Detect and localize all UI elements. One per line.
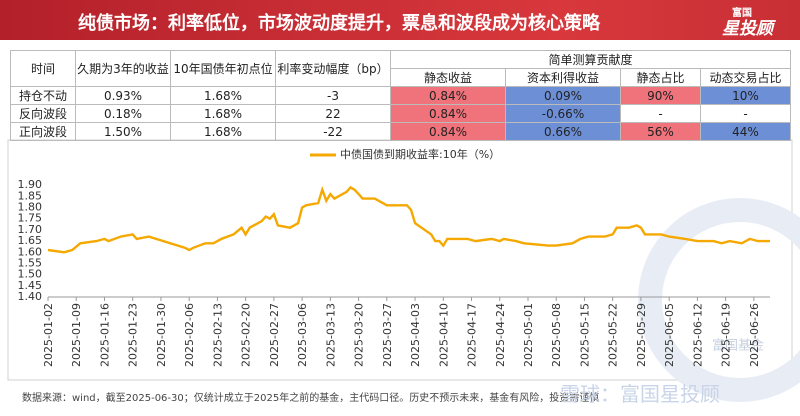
y-tick-label: 1.80 <box>18 201 43 214</box>
x-tick-label: 2025-05-15 <box>578 303 591 367</box>
x-tick-label: 2025-03-27 <box>381 303 394 367</box>
subheader-cell: 静态收益 <box>390 68 506 87</box>
header-cell: 简单测算贡献度 <box>390 50 791 69</box>
x-tick-label: 2025-05-22 <box>607 303 620 367</box>
table-cell: 1.68% <box>170 122 276 141</box>
line <box>47 185 770 254</box>
header-cell: 时间 <box>10 50 76 87</box>
subheader-cell: 动态交易占比 <box>700 68 791 87</box>
x-tick-label: 2025-04-10 <box>437 303 450 367</box>
x-tick-label: 2025-04-17 <box>466 303 479 367</box>
x-tick-label: 2025-01-16 <box>98 303 111 367</box>
footer: 数据来源：wind，截至2025-06-30；仅统计成立于2025年之前的基金，… <box>22 393 600 404</box>
subheader-cell: 静态占比 <box>620 68 701 87</box>
legend-label: 中债国债到期收益率:10年（%） <box>340 147 500 161</box>
y-tick-label: 1.70 <box>18 223 43 236</box>
x-tick-label: 2025-03-20 <box>353 303 366 367</box>
x-tick-label: 2025-03-13 <box>324 303 337 367</box>
x-tick-label: 2025-02-27 <box>268 303 281 367</box>
table-cell: -22 <box>275 122 391 141</box>
y-tick-label: 1.75 <box>18 212 43 225</box>
logo-small: 富国 <box>732 8 752 19</box>
y-tick-label: 1.45 <box>18 279 43 292</box>
x-tick-label: 2025-01-23 <box>127 303 140 367</box>
x-tick-label: 2025-02-13 <box>211 303 224 367</box>
watermark: 雪球：富国星投顾 <box>560 382 720 406</box>
watermark: 富国基金 <box>712 338 764 354</box>
table-cell: 0.84% <box>390 122 506 141</box>
table-cell: 0.84% <box>390 104 506 123</box>
header-cell: 久期为3年的收益 <box>75 50 171 87</box>
subheader-cell: 资本利得收益 <box>505 68 621 87</box>
header-cell: 10年国债年初点位 <box>170 50 276 87</box>
x-tick-label: 2025-01-09 <box>70 303 83 367</box>
x-tick-label: 2025-04-03 <box>409 303 422 367</box>
page-title: 纯债市场：利率低位，市场波动度提升，票息和波段成为核心策略 <box>78 13 600 34</box>
table-cell: 22 <box>275 104 391 123</box>
table-cell: 正向波段 <box>10 122 76 141</box>
table-cell: 1.68% <box>170 86 276 105</box>
table-cell: 0.09% <box>505 86 621 105</box>
y-tick-label: 1.90 <box>18 178 43 191</box>
table-cell: 反向波段 <box>10 104 76 123</box>
logo-big: 星投顾 <box>722 19 773 39</box>
table-cell: 0.18% <box>75 104 171 123</box>
header-cell: 利率变动幅度（bp） <box>275 50 391 87</box>
y-tick-label: 1.65 <box>18 234 43 247</box>
table-cell: - <box>620 104 701 123</box>
y-tick-label: 1.85 <box>18 189 43 202</box>
x-tick-label: 2025-01-30 <box>155 303 168 367</box>
y-tick-label: 1.60 <box>18 245 43 258</box>
table: 时间 久期为3年的收益 10年国债年初点位 利率变动幅度（bp） 简单测算贡献度… <box>10 50 791 141</box>
x-tick-label: 2025-06-12 <box>691 303 704 367</box>
table-cell: 1.68% <box>170 104 276 123</box>
x-tick-label: 2025-03-06 <box>296 303 309 367</box>
x-tick-label: 2025-06-26 <box>748 303 761 367</box>
table-cell: 0.93% <box>75 86 171 105</box>
table-cell: 90% <box>620 86 701 105</box>
table-cell: 10% <box>700 86 791 105</box>
banner: 纯债市场：利率低位，市场波动度提升，票息和波段成为核心策略 富国 星投顾 <box>0 0 800 40</box>
y-tick-label: 1.55 <box>18 256 43 269</box>
x-tick-label: 2025-04-24 <box>494 303 507 367</box>
watermark-logo <box>638 198 800 402</box>
y-tick-label: 1.50 <box>18 268 43 281</box>
x-tick-label: 2025-06-05 <box>663 303 676 367</box>
table-cell: 1.50% <box>75 122 171 141</box>
x-tick-label: 2025-05-29 <box>635 303 648 367</box>
table-cell: 44% <box>700 122 791 141</box>
x-tick-label: 2025-06-19 <box>720 303 733 367</box>
table-cell: 56% <box>620 122 701 141</box>
table-cell: - <box>700 104 791 123</box>
x-tick-label: 2025-02-20 <box>240 303 253 367</box>
table-cell: 持仓不动 <box>10 86 76 105</box>
table-cell: -3 <box>275 86 391 105</box>
x-tick-label: 2025-05-08 <box>550 303 563 367</box>
x-tick-label: 2025-02-06 <box>183 303 196 367</box>
table-cell: -0.66% <box>505 104 621 123</box>
table-cell: 0.84% <box>390 86 506 105</box>
x-tick-label: 2025-01-02 <box>42 303 55 367</box>
table-cell: 0.66% <box>505 122 621 141</box>
x-tick-label: 2025-05-01 <box>522 303 535 367</box>
y-tick-label: 1.40 <box>18 290 43 303</box>
